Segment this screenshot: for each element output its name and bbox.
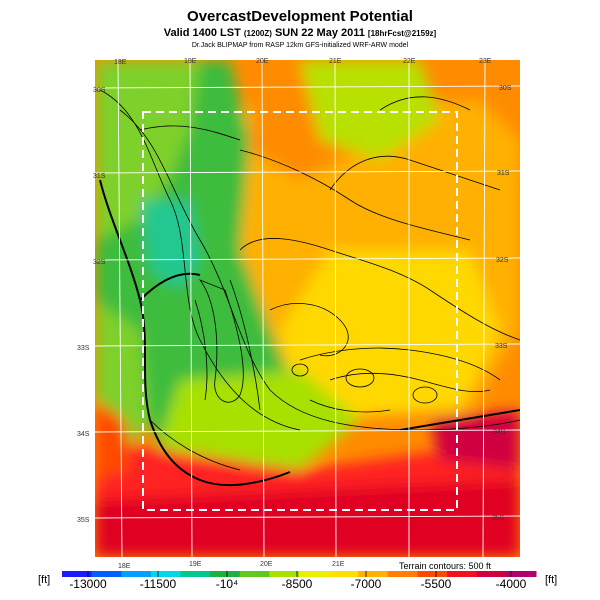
chart-title: OvercastDevelopment Potential: [187, 8, 413, 25]
lat-label: 33S: [77, 345, 90, 352]
colorbar-tick-label: -11500: [139, 577, 177, 591]
lat-label: 31S: [497, 170, 510, 177]
unit-right: [ft]: [545, 574, 558, 586]
lon-label: 20E: [260, 561, 273, 568]
lon-label: 22E: [403, 58, 416, 65]
lon-labels-top: 18E 19E 20E 21E 22E 23E: [114, 58, 492, 66]
color-scale-bar: [62, 571, 537, 577]
colorbar-tick-label: -5500: [420, 577, 452, 591]
colorbar-tick-label: -8500: [281, 577, 313, 591]
lat-label: 32S: [496, 257, 509, 264]
colorbar-ticks: [87, 571, 512, 577]
colorbar-tick-label: -10⁴: [215, 577, 239, 591]
colorbar-swatch: [91, 571, 122, 577]
colorbar-swatch: [506, 571, 537, 577]
valid-label: Valid 1400 LST: [163, 27, 241, 39]
lat-label: 35S: [492, 515, 505, 522]
colorbar-swatch: [239, 571, 270, 577]
colorbar-tick-label: -7000: [350, 577, 382, 591]
colorbar-swatch: [299, 571, 330, 577]
valid-time: Valid 1400 LST (1200Z) SUN 22 May 2011 […: [0, 27, 600, 39]
date-label: SUN 22 May 2011: [274, 27, 365, 39]
lon-label: 19E: [189, 561, 202, 568]
lat-label: 34S: [493, 429, 506, 436]
colorbar-tick-label: -4000: [495, 577, 527, 591]
lat-label: 32S: [93, 259, 106, 266]
lat-label: 31S: [93, 173, 106, 180]
colorbar-swatch: [180, 571, 211, 577]
lat-label: 30S: [499, 85, 512, 92]
coastline: [99, 179, 520, 487]
forecast-label: [18hrFcst@2159z]: [367, 29, 437, 38]
lon-label: 21E: [329, 58, 342, 65]
colorbar-tick-label: -13000: [69, 577, 107, 591]
unit-left: [ft]: [38, 574, 51, 586]
colorbar-swatch: [150, 571, 181, 577]
graticule: [95, 60, 520, 557]
lon-labels-bottom: 18E 19E 20E 21E: [118, 561, 345, 570]
colorbar-swatch: [328, 571, 359, 577]
lat-labels-right: 30S 31S 32S 33S 34S 35S: [492, 85, 512, 522]
colorbar-swatch: [62, 571, 93, 577]
colorbar-swatch: [387, 571, 418, 577]
lon-label: 18E: [118, 563, 131, 570]
colorbar-swatch: [210, 571, 241, 577]
lon-label: 21E: [332, 561, 345, 568]
lat-label: 34S: [77, 431, 90, 438]
lon-label: 20E: [256, 58, 269, 65]
colorbar-swatch: [476, 571, 507, 577]
colorbar-swatch: [358, 571, 389, 577]
utc-label: (1200Z): [243, 29, 272, 38]
lon-label: 23E: [479, 58, 492, 65]
colorbar-swatch: [121, 571, 152, 577]
colorbar-swatch: [447, 571, 478, 577]
lat-label: 35S: [77, 517, 90, 524]
lat-label: 33S: [495, 343, 508, 350]
lat-label: 30S: [93, 87, 106, 94]
model-credit: Dr.Jack BLIPMAP from RASP 12km GFS-initi…: [191, 42, 409, 49]
lon-label: 19E: [184, 58, 197, 65]
colorbar-swatch: [417, 571, 448, 577]
terrain-contour-note: Terrain contours: 500 ft: [399, 561, 492, 571]
lat-labels-left: 30S 31S 32S 33S 34S 35S: [77, 87, 106, 524]
inner-domain-box: [142, 111, 458, 511]
lon-label: 18E: [114, 59, 127, 66]
overcast-field: [95, 60, 520, 557]
colorbar-swatch: [269, 571, 300, 577]
